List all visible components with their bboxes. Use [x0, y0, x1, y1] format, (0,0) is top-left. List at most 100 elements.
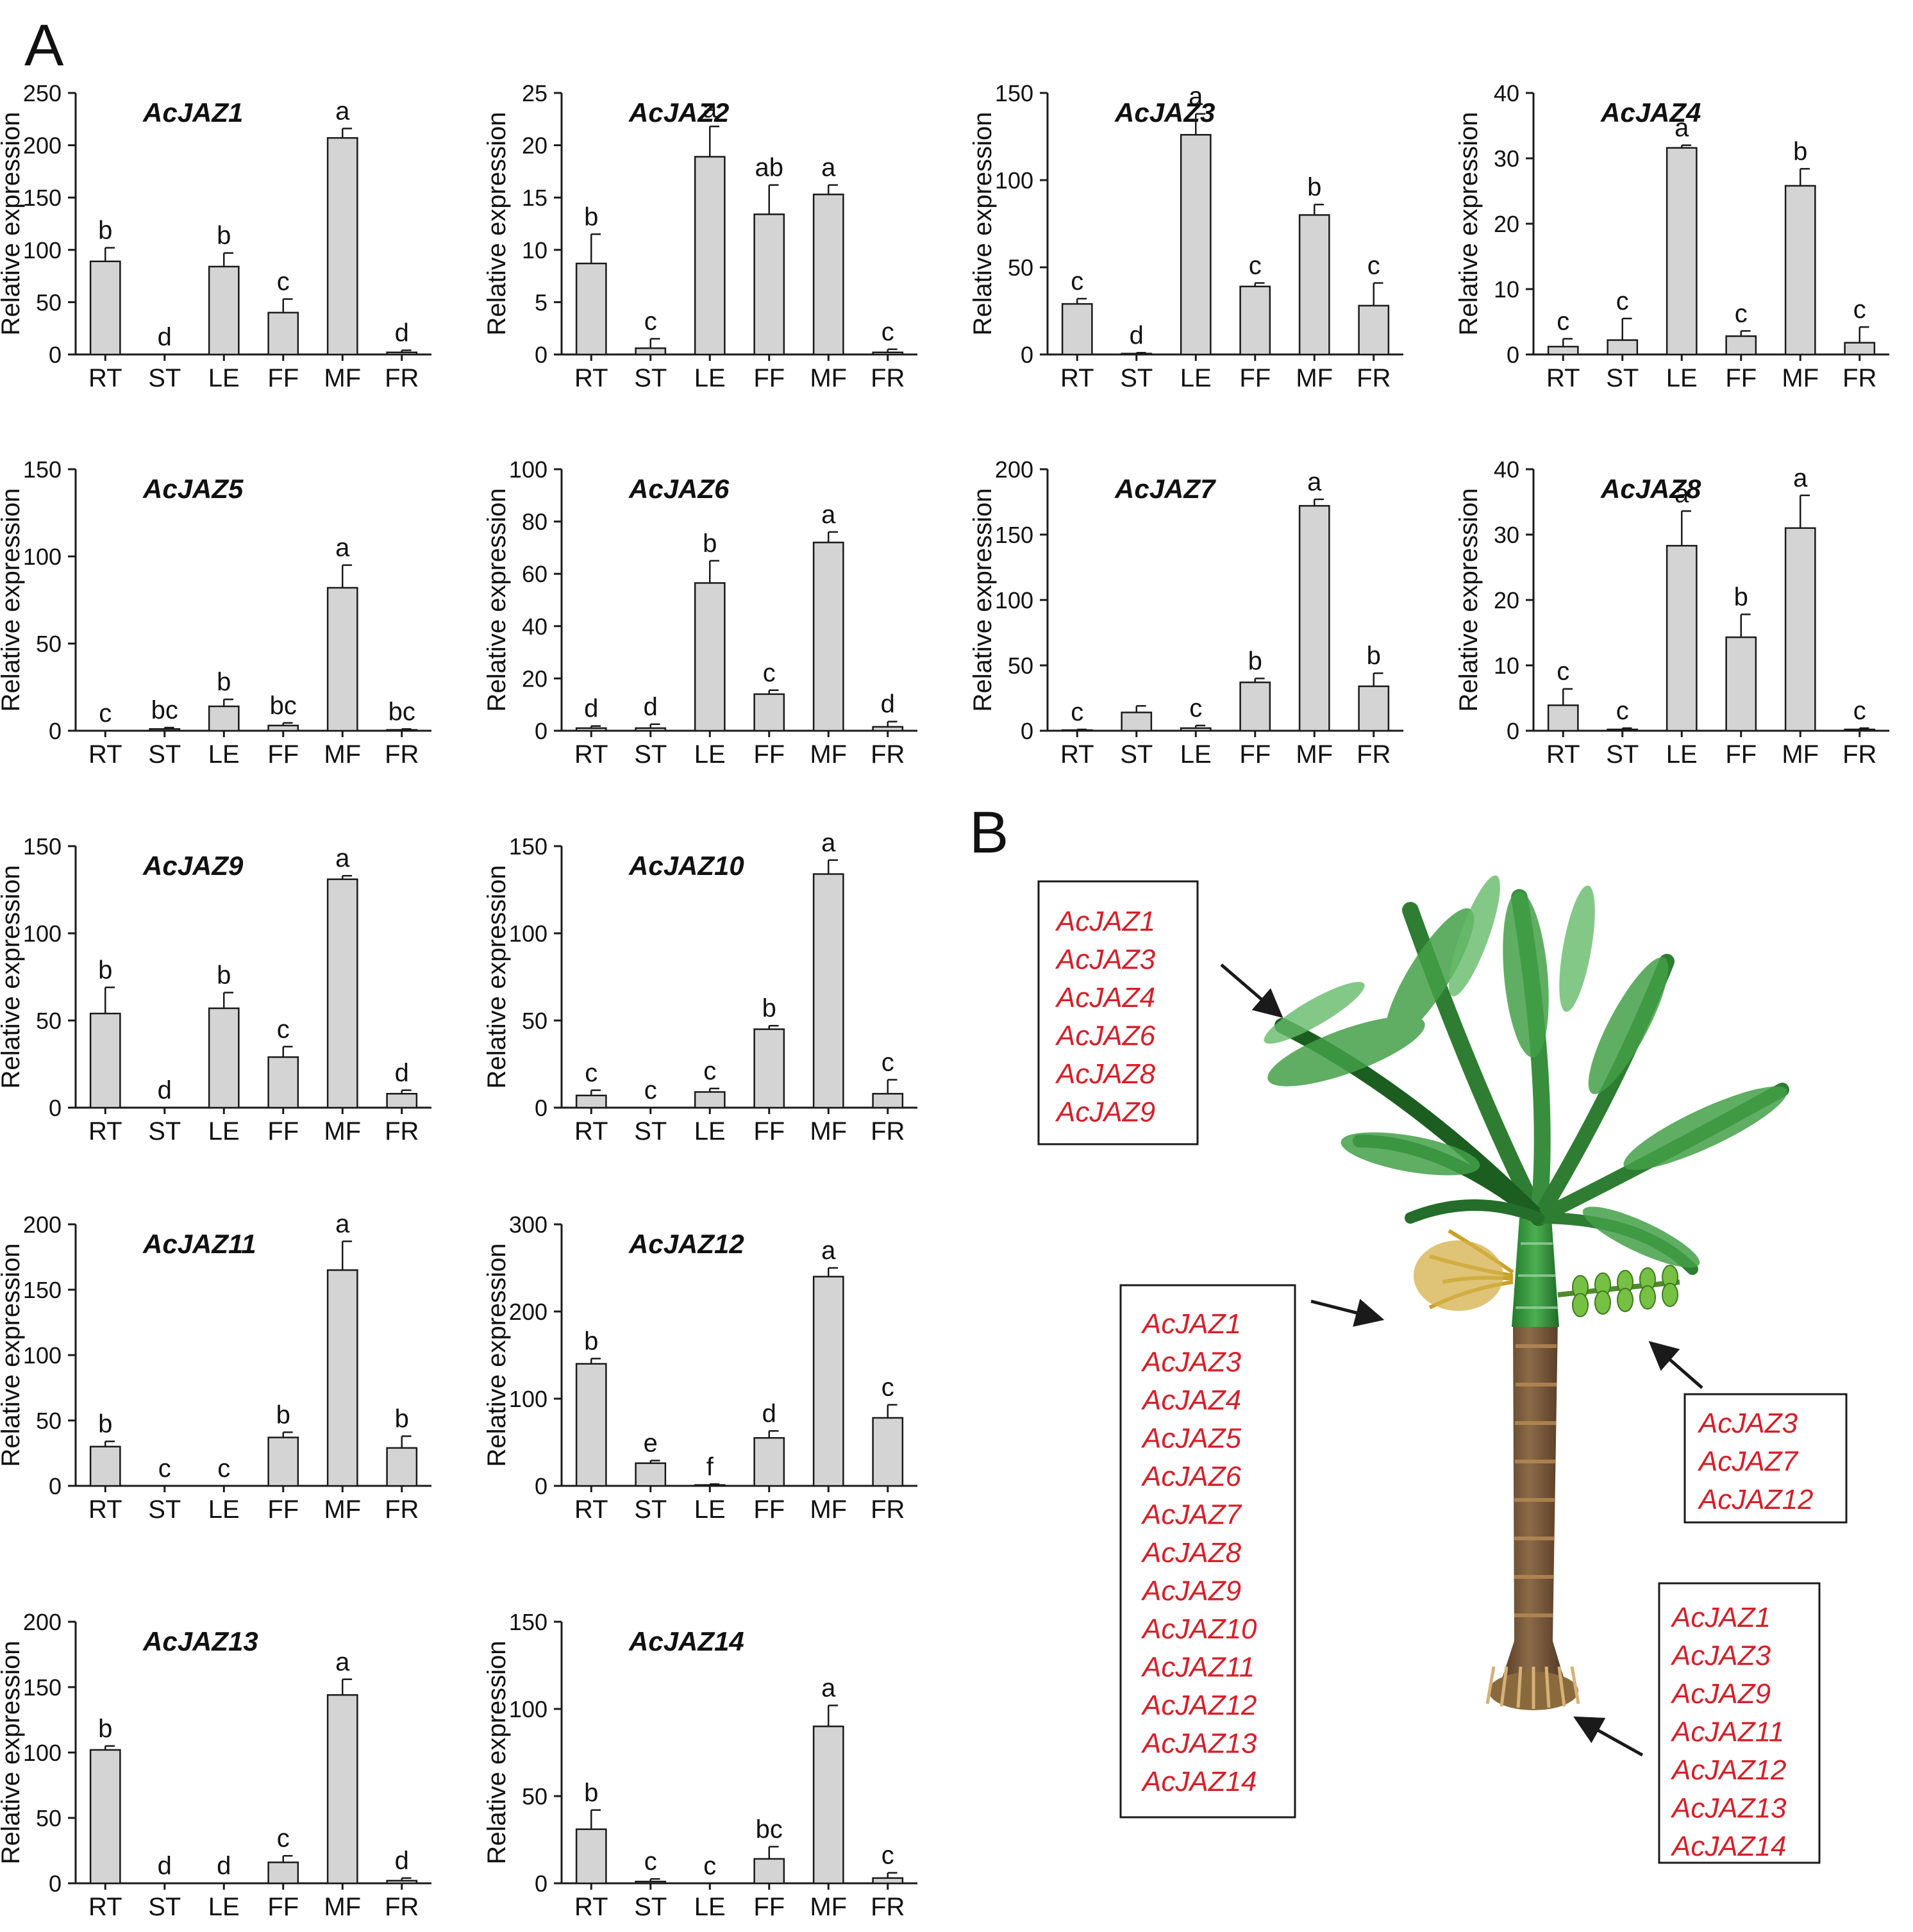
category-label-le: LE	[1666, 740, 1698, 769]
y-tick-label: 150	[509, 1609, 547, 1635]
significance-letter: c	[277, 1015, 290, 1044]
bar-st	[1607, 339, 1639, 356]
bar-fr	[1844, 728, 1876, 732]
significance-letter: c	[881, 1374, 894, 1402]
y-tick-label: 30	[1494, 522, 1519, 548]
chart-acjaz9: 0 50 100 150 Relative expression AcJAZ9 RT b ST d…	[0, 833, 431, 1145]
gene-label: AcJAZ12	[1670, 1754, 1787, 1786]
significance-letter: c	[1557, 658, 1569, 686]
y-tick-label: 20	[1494, 211, 1519, 237]
category-label-le: LE	[208, 1495, 240, 1524]
category-label-ff: FF	[753, 1495, 785, 1524]
significance-letter: c	[644, 1847, 657, 1876]
bar-le	[694, 1091, 726, 1109]
y-tick-label: 150	[23, 1674, 62, 1701]
significance-letter: d	[762, 1399, 776, 1428]
gene-label: AcJAZ3	[1055, 944, 1156, 976]
bar-st	[635, 1462, 667, 1487]
bar-rt	[89, 1445, 121, 1487]
gene-label: AcJAZ12	[1697, 1484, 1814, 1515]
bar-fr	[386, 1879, 418, 1885]
bar-le	[1180, 134, 1212, 356]
bar-le	[694, 156, 726, 356]
significance-letter: b	[98, 217, 112, 245]
bar-fr	[386, 1447, 418, 1487]
bar-ff	[753, 213, 785, 356]
chart-acjaz5: 0 50 100 150 Relative expression AcJAZ5 RT c ST b…	[0, 456, 431, 769]
bar-rt	[575, 1828, 607, 1885]
gene-label: AcJAZ7	[1140, 1499, 1242, 1531]
category-label-fr: FR	[385, 740, 419, 769]
bar-fr	[1844, 342, 1876, 356]
bar-fr	[1358, 685, 1390, 732]
category-label-mf: MF	[324, 364, 361, 392]
significance-letter: b	[98, 956, 112, 984]
y-tick-label: 100	[509, 456, 547, 483]
significance-letter: a	[703, 95, 717, 123]
gene-label: AcJAZ14	[1670, 1831, 1787, 1862]
significance-letter: a	[335, 534, 350, 562]
gene-label: AcJAZ4	[1140, 1385, 1241, 1416]
category-label-st: ST	[634, 1117, 667, 1145]
category-label-rt: RT	[574, 1893, 608, 1921]
chart-acjaz14: 0 50 100 150 Relative expression AcJAZ14 RT b ST…	[483, 1609, 917, 1921]
chart-title: AcJAZ1	[142, 97, 243, 128]
bar-fr	[872, 351, 904, 356]
root-arrow	[1573, 1716, 1644, 1757]
bar-rt	[89, 260, 121, 356]
significance-letter: a	[1307, 468, 1322, 496]
bar-ff	[267, 312, 299, 356]
y-tick-label: 150	[509, 833, 547, 860]
bar-st	[149, 728, 181, 732]
y-tick-label: 100	[23, 544, 62, 570]
y-tick-label: 30	[1494, 146, 1519, 172]
significance-letter: d	[158, 1076, 172, 1104]
category-label-ff: FF	[753, 1117, 785, 1145]
y-tick-label: 20	[1494, 587, 1519, 613]
category-label-rt: RT	[1060, 740, 1094, 769]
category-label-ff: FF	[267, 364, 299, 392]
bar-rt	[575, 1363, 607, 1487]
category-label-rt: RT	[1546, 740, 1580, 769]
flower-arrow	[1310, 1299, 1385, 1327]
category-label-mf: MF	[324, 1495, 361, 1524]
gene-label: AcJAZ6	[1140, 1461, 1242, 1492]
y-axis-title: Relative expression	[0, 488, 25, 712]
gene-label: AcJAZ1	[1055, 906, 1155, 937]
flower-genes-box: AcJAZ1 AcJAZ3 AcJAZ4 AcJAZ5 AcJAZ6 AcJAZ7 AcJA…	[1119, 1284, 1296, 1819]
y-tick-label: 10	[1494, 276, 1519, 303]
category-label-le: LE	[208, 1117, 240, 1145]
leaf-genes-box: AcJAZ1 AcJAZ3 AcJAZ4 AcJAZ6 AcJAZ8 AcJAZ9	[1037, 880, 1199, 1145]
category-label-st: ST	[1120, 740, 1153, 769]
category-label-st: ST	[148, 740, 181, 769]
significance-letter: ab	[755, 154, 784, 182]
y-tick-label: 100	[995, 587, 1033, 613]
significance-letter: c	[1735, 299, 1748, 328]
y-tick-label: 100	[509, 1386, 547, 1412]
bar-rt	[575, 262, 607, 356]
bar-ff	[753, 1858, 785, 1885]
y-axis-title: Relative expression	[0, 1640, 25, 1864]
y-axis-title: Relative expression	[969, 112, 997, 335]
gene-label: AcJAZ12	[1140, 1690, 1257, 1721]
y-tick-label: 5	[535, 289, 547, 315]
y-tick-label: 200	[23, 133, 62, 159]
significance-letter: c	[1616, 697, 1629, 725]
y-axis-title: Relative expression	[483, 1640, 511, 1864]
gene-label: AcJAZ10	[1140, 1613, 1257, 1645]
y-tick-label: 0	[1021, 342, 1033, 368]
category-label-le: LE	[208, 364, 240, 392]
significance-letter: b	[1734, 583, 1748, 611]
bar-mf	[326, 878, 358, 1109]
category-label-mf: MF	[324, 1893, 361, 1921]
category-label-ff: FF	[1725, 740, 1757, 769]
significance-letter: c	[1853, 296, 1866, 324]
y-tick-label: 50	[36, 1008, 62, 1034]
category-label-fr: FR	[1357, 364, 1391, 392]
category-label-le: LE	[694, 1893, 726, 1921]
y-axis-title: Relative expression	[483, 112, 511, 335]
significance-letter: e	[644, 1429, 658, 1458]
category-label-ff: FF	[267, 1117, 299, 1145]
chart-title: AcJAZ3	[1114, 97, 1215, 128]
y-tick-label: 0	[1507, 342, 1519, 368]
